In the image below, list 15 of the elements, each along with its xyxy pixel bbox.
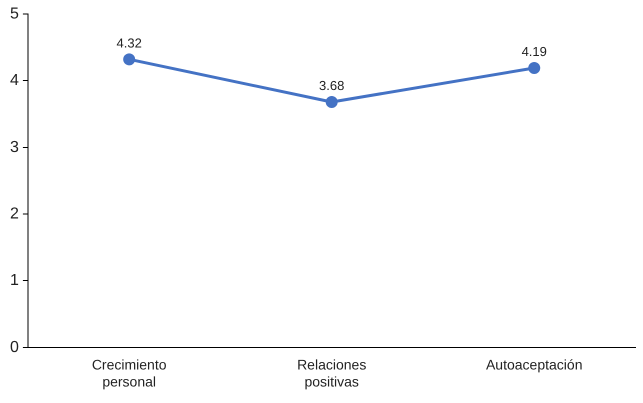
x-tick-label: Relaciones positivas bbox=[297, 356, 366, 390]
x-tick-label: Autoaceptación bbox=[486, 356, 582, 373]
point bbox=[326, 96, 338, 108]
point bbox=[528, 62, 540, 74]
y-tick-label: 3 bbox=[10, 138, 19, 156]
y-tick-label: 0 bbox=[10, 338, 19, 356]
x-tick-label: Crecimiento personal bbox=[92, 356, 167, 390]
data-label: 4.19 bbox=[522, 44, 547, 60]
y-tick-label: 5 bbox=[10, 5, 19, 22]
data-label: 4.32 bbox=[116, 35, 142, 50]
y-tick-label: 2 bbox=[10, 205, 19, 222]
y-tick-label: 1 bbox=[10, 272, 19, 290]
y-tick-label: 4 bbox=[10, 72, 19, 90]
data-label: 3.68 bbox=[319, 78, 344, 94]
point bbox=[123, 53, 136, 66]
